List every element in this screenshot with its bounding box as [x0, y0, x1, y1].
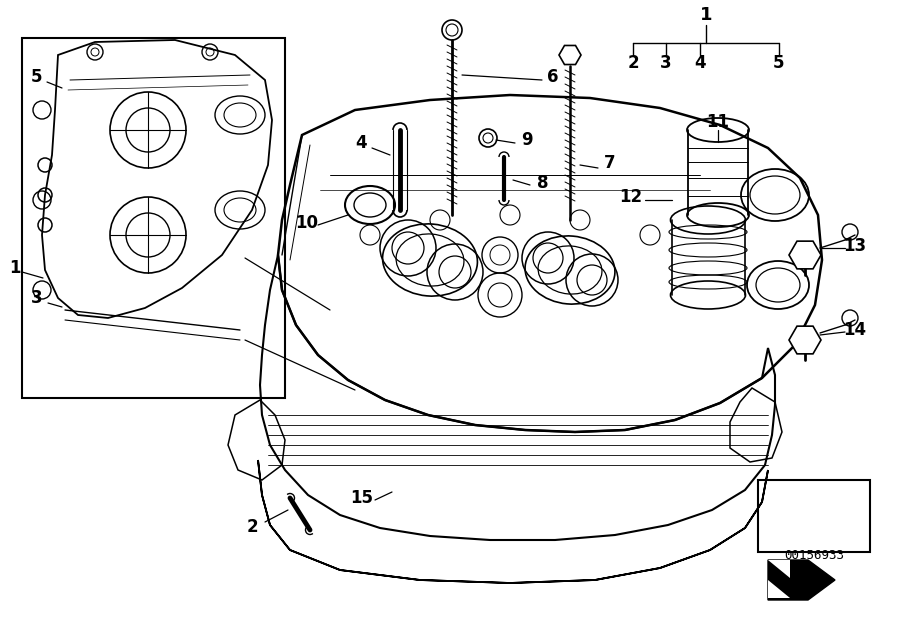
Text: 4: 4 — [356, 134, 367, 152]
Text: 5: 5 — [773, 54, 785, 72]
Text: 2: 2 — [627, 54, 639, 72]
Text: 8: 8 — [537, 174, 549, 192]
Bar — [22, 38, 285, 398]
Text: 2: 2 — [247, 518, 257, 536]
Text: 13: 13 — [843, 237, 867, 255]
Bar — [758, 480, 870, 552]
Text: 12: 12 — [619, 188, 643, 206]
Text: 15: 15 — [350, 489, 374, 507]
Polygon shape — [768, 580, 790, 598]
Text: 3: 3 — [661, 54, 671, 72]
Text: 11: 11 — [706, 113, 730, 131]
Text: 6: 6 — [547, 68, 559, 86]
Text: 4: 4 — [694, 54, 706, 72]
Text: 9: 9 — [521, 131, 533, 149]
Text: 3: 3 — [32, 289, 43, 307]
Polygon shape — [768, 560, 835, 600]
Text: 7: 7 — [604, 154, 616, 172]
Polygon shape — [768, 560, 790, 578]
Text: 00156933: 00156933 — [784, 549, 844, 562]
Text: 10: 10 — [295, 214, 319, 232]
Text: 1: 1 — [700, 6, 712, 24]
Text: 5: 5 — [31, 68, 41, 86]
Text: 14: 14 — [843, 321, 867, 339]
Text: 1: 1 — [9, 259, 21, 277]
